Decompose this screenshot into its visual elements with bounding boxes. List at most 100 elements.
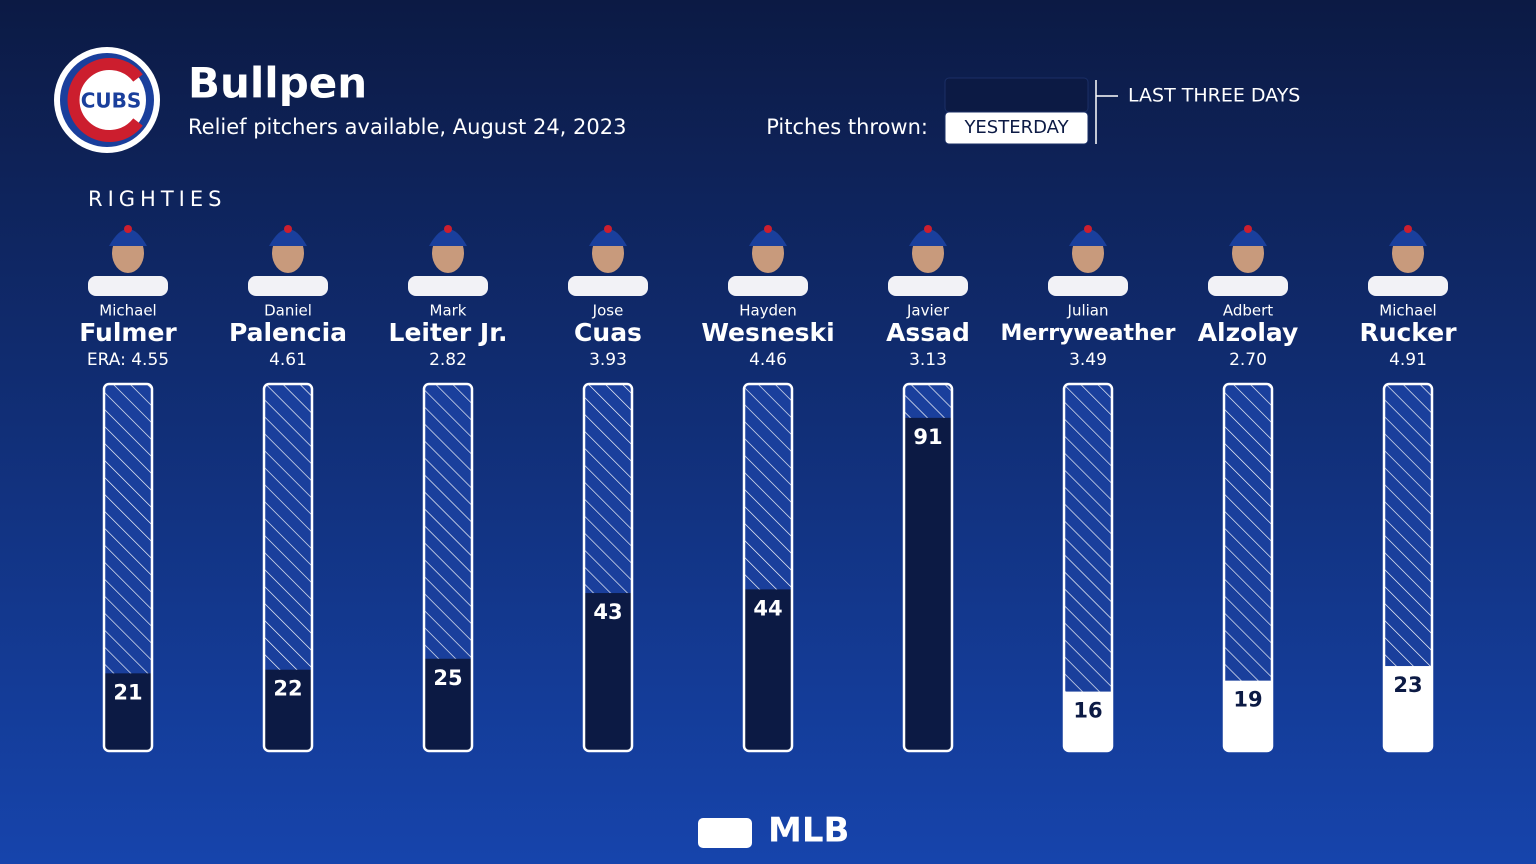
photo-cap-logo	[124, 225, 132, 233]
value-label: 44	[753, 596, 782, 620]
photo-cap-logo	[444, 225, 452, 233]
logo-text: CUBS	[81, 89, 142, 113]
last-name: Leiter Jr.	[389, 318, 508, 347]
bar	[1225, 680, 1271, 750]
bar	[1065, 691, 1111, 750]
first-name: Hayden	[739, 302, 797, 320]
last-name: Cuas	[574, 318, 642, 347]
player-photo	[248, 225, 328, 296]
bar	[905, 417, 951, 750]
photo-shirt	[88, 276, 168, 296]
first-name: Daniel	[264, 302, 312, 320]
footer-mark	[698, 818, 752, 848]
first-name: Michael	[99, 302, 156, 320]
era: 2.82	[429, 350, 467, 370]
value-label: 16	[1073, 699, 1102, 723]
legend-bracket	[1095, 80, 1118, 144]
footer-logo: MLB	[768, 811, 849, 851]
legend-title: Pitches thrown:	[766, 115, 928, 139]
player-photo	[1368, 225, 1448, 296]
era: 3.13	[909, 350, 947, 370]
last-name: Wesneski	[701, 318, 834, 347]
era: 4.91	[1389, 350, 1427, 370]
bar	[425, 658, 471, 750]
bar-outline	[902, 382, 954, 753]
photo-cap-logo	[1084, 225, 1092, 233]
value-label: 23	[1393, 673, 1422, 697]
photo-shirt	[728, 276, 808, 296]
player-photo	[1208, 225, 1288, 296]
bar-outline	[1382, 382, 1434, 753]
era: 4.46	[749, 350, 787, 370]
legend-label: YESTERDAY	[963, 117, 1069, 138]
era: 3.93	[589, 350, 627, 370]
value-label: 21	[113, 680, 142, 704]
value-label: 22	[273, 677, 302, 701]
value-label: 43	[593, 600, 622, 624]
bar-outline	[582, 382, 634, 753]
player-photo	[408, 225, 488, 296]
photo-shirt	[888, 276, 968, 296]
player-photo	[1048, 225, 1128, 296]
bar	[105, 673, 151, 750]
photo-shirt	[568, 276, 648, 296]
value-label: 91	[913, 425, 942, 449]
first-name: Mark	[430, 302, 467, 320]
value-label: 19	[1233, 688, 1262, 712]
last-name: Palencia	[229, 318, 347, 347]
bar-outline	[102, 382, 154, 753]
photo-cap	[589, 229, 627, 246]
photo-cap-logo	[1404, 225, 1412, 233]
bar-outline	[1222, 382, 1274, 753]
title: Bullpen	[188, 59, 367, 108]
photo-cap-logo	[764, 225, 772, 233]
photo-shirt	[1368, 276, 1448, 296]
bar-track	[1065, 385, 1111, 750]
team-logo: CUBS	[54, 47, 160, 153]
bar	[745, 589, 791, 750]
bar	[265, 669, 311, 750]
bar	[1385, 666, 1431, 750]
photo-shirt	[408, 276, 488, 296]
first-name: Adbert	[1223, 302, 1273, 320]
last-name: Fulmer	[79, 318, 177, 347]
player-photo	[568, 225, 648, 296]
era: 3.49	[1069, 350, 1107, 370]
era: ERA: 4.55	[87, 350, 169, 370]
last-name: Assad	[886, 318, 970, 347]
photo-shirt	[1048, 276, 1128, 296]
legend-swatch	[944, 111, 1089, 145]
last-name: Alzolay	[1198, 318, 1299, 347]
photo-cap	[429, 229, 467, 246]
photo-cap-logo	[284, 225, 292, 233]
photo-cap	[1069, 229, 1107, 246]
section-label: RIGHTIES	[88, 187, 226, 211]
photo-cap-logo	[924, 225, 932, 233]
bar-outline	[262, 382, 314, 753]
photo-cap	[1229, 229, 1267, 246]
photo-cap-logo	[604, 225, 612, 233]
last-name: Rucker	[1359, 318, 1457, 347]
photo-cap	[749, 229, 787, 246]
photo-cap	[909, 229, 947, 246]
legend-swatch	[944, 77, 1089, 113]
bar-outline	[742, 382, 794, 753]
first-name: Michael	[1379, 302, 1436, 320]
last-name: Merryweather	[1001, 321, 1176, 346]
bar-outline	[1062, 382, 1114, 753]
photo-cap	[269, 229, 307, 246]
legend-label: LAST THREE DAYS	[1128, 85, 1300, 107]
bar-outline	[422, 382, 474, 753]
photo-shirt	[1208, 276, 1288, 296]
photo-cap	[1389, 229, 1427, 246]
photo-shirt	[248, 276, 328, 296]
first-name: Julian	[1067, 302, 1109, 320]
first-name: Javier	[906, 302, 950, 320]
player-photo	[88, 225, 168, 296]
value-label: 25	[433, 666, 462, 690]
first-name: Jose	[592, 302, 624, 320]
photo-cap-logo	[1244, 225, 1252, 233]
player-photo	[728, 225, 808, 296]
era: 4.61	[269, 350, 307, 370]
